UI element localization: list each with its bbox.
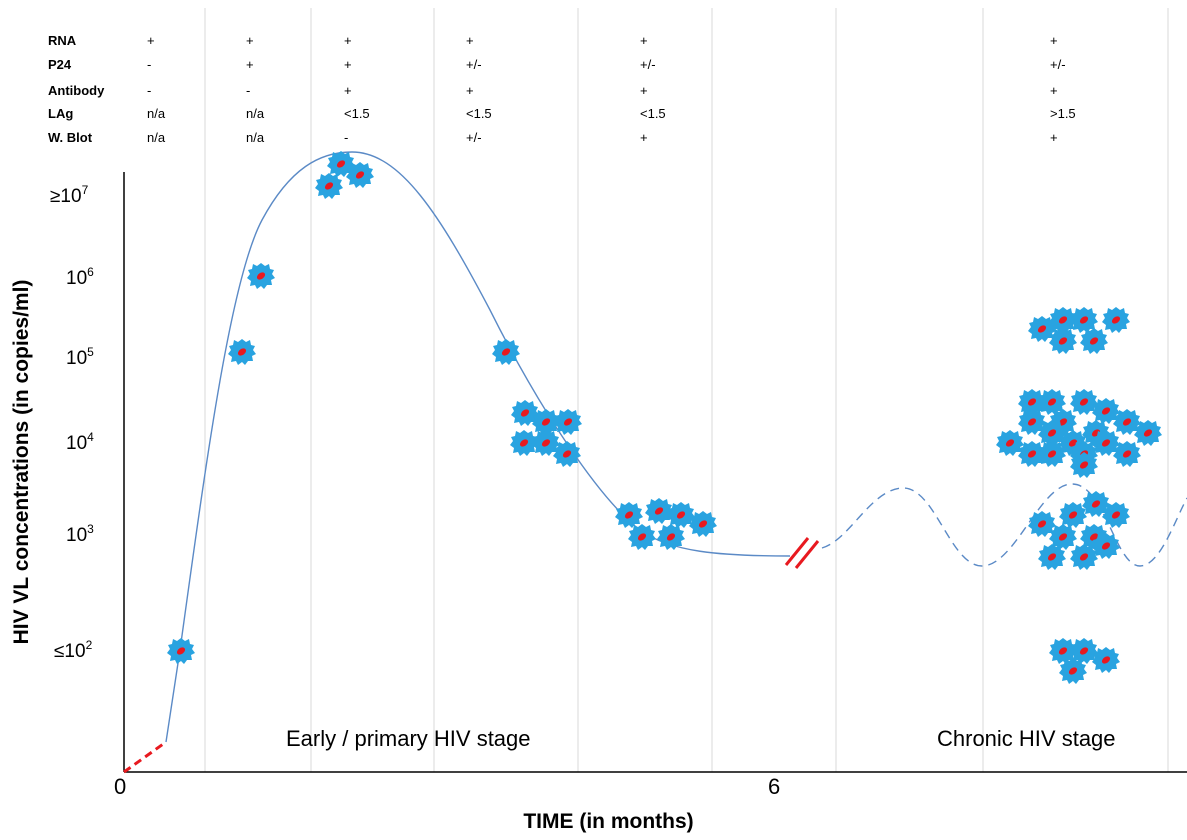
table-cell: n/a: [246, 130, 265, 145]
virus-icon: [628, 524, 656, 550]
virus-particles: [167, 151, 1162, 684]
y-tick-label: 106: [66, 265, 94, 289]
table-cell: +: [344, 33, 352, 48]
table-cell: -: [246, 83, 251, 98]
table-cell: +/-: [466, 57, 482, 72]
virus-icon: [1080, 328, 1108, 354]
table-cell: +: [640, 83, 648, 98]
y-tick-label: 104: [66, 430, 94, 454]
table-row-label: LAg: [48, 106, 74, 121]
axis-break-mark: [784, 537, 820, 569]
table-cell: n/a: [147, 130, 166, 145]
table-row-label: W. Blot: [48, 130, 93, 145]
table-cell: -: [344, 130, 349, 145]
y-tick-label: 103: [66, 522, 94, 546]
table-cell: +: [147, 33, 155, 48]
table-cell: +: [344, 83, 352, 98]
virus-icon: [1059, 658, 1087, 684]
x-tick-6: 6: [768, 774, 781, 799]
table-row-label: Antibody: [48, 83, 105, 98]
table-cell: +: [344, 57, 352, 72]
virus-icon: [532, 430, 560, 456]
y-axis-title: HIV VL concentrations (in copies/ml): [10, 279, 33, 645]
table-cell: +: [640, 130, 648, 145]
table-cell: +: [246, 33, 254, 48]
chronic-stage-label: Chronic HIV stage: [937, 726, 1116, 751]
table-row-label: RNA: [48, 33, 77, 48]
virus-icon: [996, 430, 1024, 456]
table-cell: +/-: [640, 57, 656, 72]
table-cell: <1.5: [466, 106, 492, 121]
table-cell: +: [1050, 130, 1058, 145]
table-cell: +/-: [466, 130, 482, 145]
chronic-fluctuation-curve: [821, 483, 1187, 567]
table-cell: +: [1050, 33, 1058, 48]
virus-icon: [492, 339, 520, 365]
table-cell: +/-: [1050, 57, 1066, 72]
virus-icon: [167, 638, 195, 664]
virus-icon: [315, 173, 343, 199]
table-cell: -: [147, 57, 152, 72]
virus-icon: [247, 263, 275, 289]
table-cell: +: [466, 83, 474, 98]
table-cell: +: [466, 33, 474, 48]
table-cell: <1.5: [640, 106, 666, 121]
table-cell: +: [246, 57, 254, 72]
virus-icon: [1102, 307, 1130, 333]
viral-load-curve: [165, 151, 791, 743]
vertical-gridlines: [204, 8, 1169, 772]
y-tick-label: 105: [66, 345, 94, 369]
x-axis-title: TIME (in months): [523, 810, 694, 833]
table-cell: <1.5: [344, 106, 370, 121]
early-stage-label: Early / primary HIV stage: [286, 726, 531, 751]
virus-icon: [657, 524, 685, 550]
table-cell: n/a: [246, 106, 265, 121]
virus-icon: [1038, 544, 1066, 570]
table-cell: >1.5: [1050, 106, 1076, 121]
table-cell: n/a: [147, 106, 166, 121]
y-tick-label: ≥107: [50, 183, 89, 207]
x-tick-0: 0: [114, 774, 127, 799]
initial-dashed-segment: [123, 740, 167, 774]
virus-icon: [645, 498, 673, 524]
table-row-label: P24: [48, 57, 72, 72]
virus-icon: [615, 502, 643, 528]
table-cell: +: [640, 33, 648, 48]
table-cell: +: [1050, 83, 1058, 98]
y-tick-label: ≤102: [54, 638, 93, 662]
table-cell: -: [147, 83, 152, 98]
virus-icon: [228, 339, 256, 365]
